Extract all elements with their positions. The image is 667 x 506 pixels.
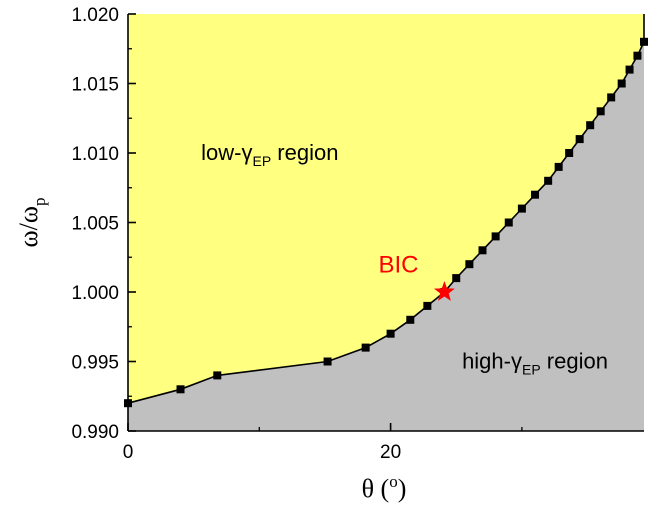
y-axis-title: ω/ωp [14,198,49,248]
data-point [323,357,332,366]
x-tick-label: 0 [123,442,134,463]
data-point [617,79,626,88]
data-point [213,371,222,380]
axes-layer: 0.990 0.995 1.000 1.005 1.010 1.015 1.020 0 20 [71,5,644,463]
y-axis-subscript: p [30,198,49,207]
low-gamma-region [128,14,644,404]
data-point [517,204,526,213]
data-point [531,190,540,199]
data-point [544,176,553,185]
y-tick-label: 1.020 [71,5,119,26]
boundary-line [127,14,645,404]
data-point [452,274,461,283]
y-tick-label: 1.005 [71,214,119,235]
bic-star-marker [433,281,455,301]
data-point [596,107,605,116]
high-gamma-region [128,14,644,431]
data-point [625,65,634,74]
data-point [478,246,487,255]
y-tick-label: 1.015 [71,75,119,96]
y-tick-label: 0.990 [71,422,119,443]
data-point [554,162,563,171]
data-point [361,343,370,352]
data-point [423,301,432,310]
data-point [386,329,395,338]
x-axis-title: θ (o) [362,472,407,503]
data-point [406,315,415,324]
data-point [575,135,584,144]
bic-label: BIC [378,252,418,279]
data-point [465,260,474,269]
y-tick-label: 1.000 [71,283,119,304]
x-axis-unit: o [389,472,398,491]
y-tick-label: 1.010 [71,144,119,165]
data-point [491,232,500,241]
data-point [176,385,185,394]
data-point [586,121,595,130]
data-point [640,37,648,46]
data-point [633,51,642,60]
y-tick-label: 0.995 [71,353,119,374]
series-layer [124,14,648,408]
x-tick-label: 20 [380,442,401,463]
data-point [565,149,574,157]
data-point [607,93,616,102]
data-point [504,218,513,227]
